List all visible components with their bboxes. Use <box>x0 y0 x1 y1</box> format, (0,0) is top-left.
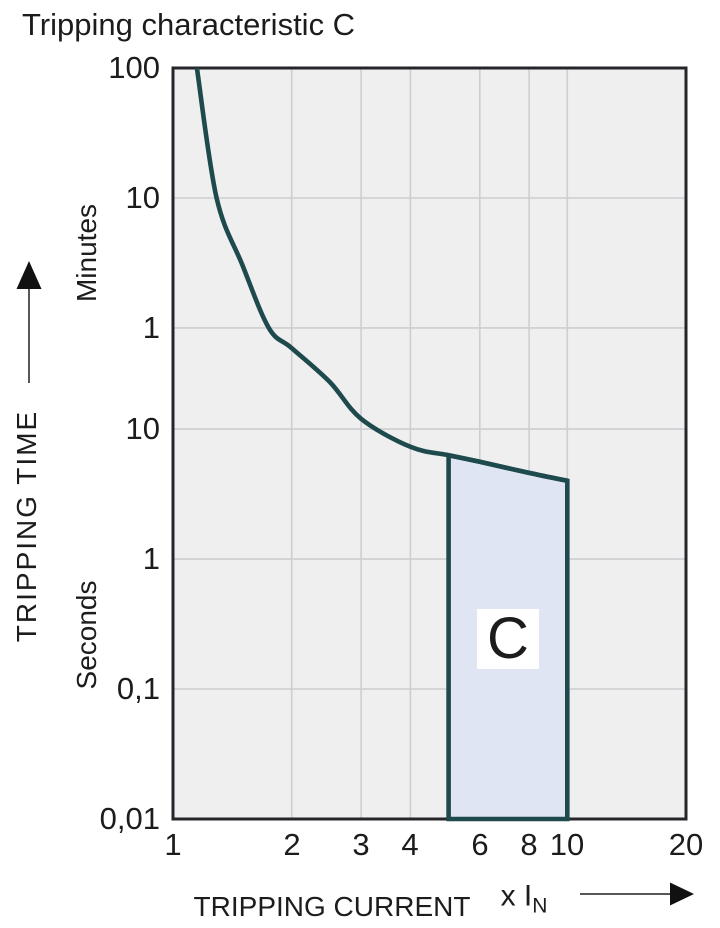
x-tick-label: 3 <box>352 827 370 862</box>
x-tick-label: 20 <box>668 827 704 862</box>
x-tick-label: 8 <box>520 827 538 862</box>
y-tick-label: 0,01 <box>99 801 160 836</box>
tripping-curve <box>194 67 568 484</box>
x-axis-title: TRIPPING CURRENT <box>193 891 471 922</box>
y-tick-label: 10 <box>125 411 160 446</box>
y-tick-label: 0,1 <box>116 671 160 706</box>
y-tick-label: 1 <box>142 310 160 345</box>
y-axis-unit-minutes: Minutes <box>71 203 102 303</box>
y-axis-arrow-icon <box>16 261 42 383</box>
x-tick-label: 6 <box>471 827 489 862</box>
x-tick-label: 4 <box>401 827 419 862</box>
gridlines <box>173 68 686 819</box>
x-axis-arrow-icon <box>580 882 694 906</box>
plot-frame <box>171 66 688 821</box>
chart-title: Tripping characteristic C <box>22 7 356 42</box>
y-tick-label: 1 <box>142 541 160 576</box>
x-tick-label: 2 <box>283 827 301 862</box>
x-tick-label: 10 <box>549 827 585 862</box>
region-label-c: C <box>477 609 539 669</box>
x-tick-label: 1 <box>164 827 182 862</box>
y-axis-title: TRIPPING TIME <box>11 409 42 643</box>
y-tick-label: 10 <box>125 180 160 215</box>
x-axis-unit-text: x I <box>500 879 533 913</box>
x-axis-unit-subscript: N <box>532 894 548 918</box>
x-axis-unit-label: x IN <box>501 880 548 919</box>
y-tick-label: 100 <box>108 50 160 85</box>
plot-background <box>173 68 686 819</box>
